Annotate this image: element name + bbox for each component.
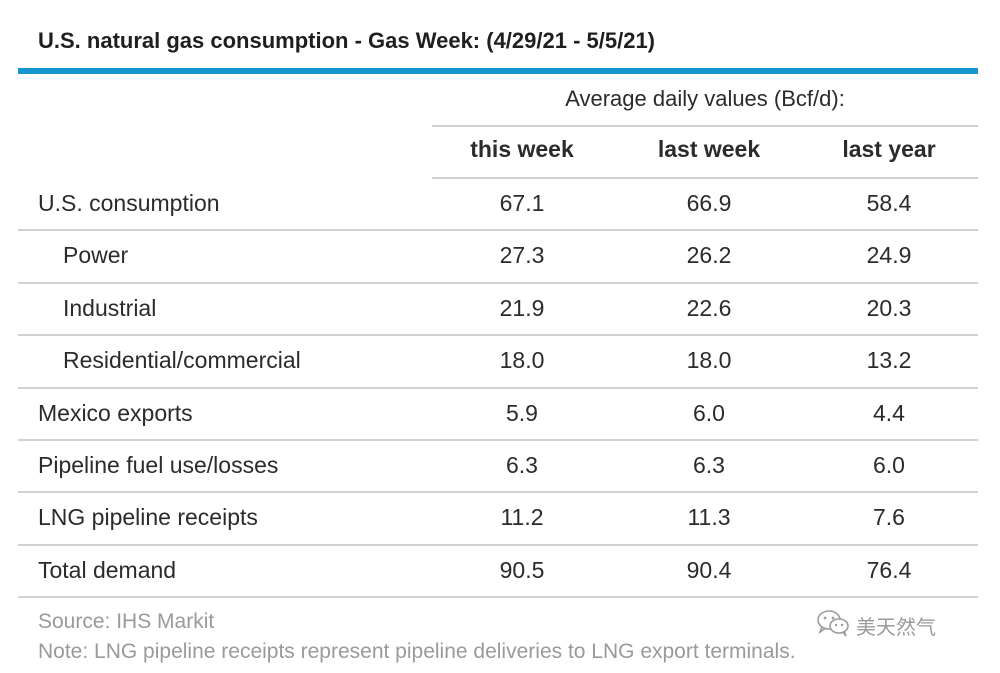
row-label: Mexico exports (38, 399, 193, 426)
cell-last-year: 20.3 (866, 294, 912, 321)
cell-last-week: 6.0 (693, 399, 725, 426)
column-headers: this week last week last year (432, 136, 978, 168)
watermark-text: 美天然气 (856, 615, 936, 639)
table-row: Pipeline fuel use/losses 6.3 6.3 6.0 (18, 441, 978, 494)
table-row: Total demand 90.5 90.4 76.4 (18, 546, 978, 599)
cell-last-week: 22.6 (686, 294, 732, 321)
cell-last-year: 4.4 (873, 399, 905, 426)
group-header-rule (432, 125, 978, 127)
cell-this-week: 67.1 (499, 190, 545, 216)
table-row: Residential/commercial 18.0 18.0 13.2 (18, 336, 978, 389)
cell-last-week: 11.3 (687, 504, 731, 531)
watermark: 美天然气 (816, 609, 936, 642)
cell-this-week: 27.3 (499, 242, 545, 269)
cell-last-week: 26.2 (686, 242, 732, 269)
cell-last-week: 6.3 (693, 451, 725, 478)
column-header-last-week: last week (657, 136, 761, 162)
row-label: Pipeline fuel use/losses (38, 451, 279, 478)
cell-last-year: 6.0 (873, 451, 905, 478)
table-body: U.S. consumption 67.1 66.9 58.4 Power 27… (18, 179, 978, 599)
table-row: Industrial 21.9 22.6 20.3 (18, 284, 978, 337)
table-title: U.S. natural gas consumption - Gas Week:… (38, 28, 656, 53)
row-label: Power (63, 242, 129, 269)
cell-this-week: 18.0 (499, 347, 545, 374)
column-header-last-year: last year (842, 136, 936, 162)
cell-last-year: 7.6 (873, 504, 905, 531)
cell-last-week: 18.0 (686, 347, 732, 374)
wechat-icon (816, 609, 850, 642)
row-label: Total demand (38, 556, 177, 583)
cell-last-week: 66.9 (686, 190, 732, 216)
cell-this-week: 90.5 (499, 556, 545, 583)
table-row: Power 27.3 26.2 24.9 (18, 231, 978, 284)
cell-this-week: 5.9 (506, 399, 538, 426)
column-header-rule (432, 177, 978, 179)
cell-last-year: 13.2 (866, 347, 912, 374)
title-accent-rule (18, 68, 978, 74)
row-label: Industrial (63, 294, 157, 321)
table-row: Mexico exports 5.9 6.0 4.4 (18, 389, 978, 441)
cell-this-week: 21.9 (499, 294, 545, 321)
footnote: Note: LNG pipeline receipts represent pi… (38, 640, 796, 663)
cell-this-week: 6.3 (506, 451, 538, 478)
source-note: Source: IHS Markit (38, 610, 215, 633)
cell-last-year: 76.4 (866, 556, 912, 583)
table-row: U.S. consumption 67.1 66.9 58.4 (18, 179, 978, 232)
table-row: LNG pipeline receipts 11.2 11.3 7.6 (18, 493, 978, 546)
cell-last-year: 58.4 (866, 190, 912, 216)
column-group-header: Average daily values (Bcf/d): (565, 86, 845, 111)
cell-this-week: 11.2 (500, 504, 544, 531)
row-label: Residential/commercial (63, 347, 301, 374)
column-header-this-week: this week (470, 136, 574, 162)
row-label: LNG pipeline receipts (38, 504, 258, 531)
cell-last-week: 90.4 (686, 556, 732, 583)
cell-last-year: 24.9 (866, 242, 912, 269)
row-label: U.S. consumption (38, 190, 220, 216)
